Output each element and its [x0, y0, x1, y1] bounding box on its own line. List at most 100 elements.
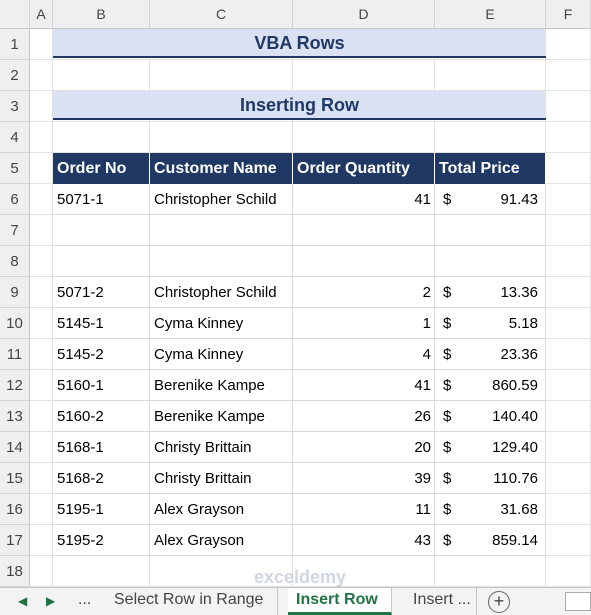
table-cell-border [293, 215, 435, 246]
column-header[interactable]: A [30, 0, 53, 29]
nav-prev[interactable]: ◀ [18, 594, 28, 608]
currency-symbol: $ [443, 346, 452, 363]
row-header[interactable]: 9 [0, 277, 30, 308]
table-cell-border [150, 184, 293, 215]
row-header[interactable]: 15 [0, 463, 30, 494]
cell [30, 122, 53, 153]
table-cell-border [53, 184, 150, 215]
column-header[interactable]: F [546, 0, 591, 29]
add-sheet[interactable]: + [488, 591, 510, 613]
total-price: 860.59 [492, 377, 538, 394]
customer-name: Cyma Kinney [154, 315, 244, 332]
table-cell-border [150, 463, 293, 494]
table-cell-border [435, 215, 546, 246]
nav-next[interactable]: ▶ [46, 594, 56, 608]
total-price: 110.76 [493, 470, 538, 487]
order-quantity: 41 [414, 191, 431, 208]
customer-name: Christy Brittain [154, 470, 252, 487]
column-header[interactable]: D [293, 0, 435, 29]
row-header[interactable]: 16 [0, 494, 30, 525]
currency-symbol: $ [443, 470, 452, 487]
currency-symbol: $ [443, 284, 452, 301]
table-cell-border [293, 525, 435, 556]
table-cell-border [150, 215, 293, 246]
cell [30, 556, 53, 587]
table-cell-border [150, 432, 293, 463]
order-quantity: 41 [414, 377, 431, 394]
table-cell-border [293, 339, 435, 370]
order-no: 5195-1 [57, 501, 104, 518]
watermark: exceldemy [254, 567, 347, 587]
row-header[interactable]: 12 [0, 370, 30, 401]
table-cell-border [293, 463, 435, 494]
row-header[interactable]: 2 [0, 60, 30, 91]
cell [30, 432, 53, 463]
row-header[interactable]: 11 [0, 339, 30, 370]
cell [30, 370, 53, 401]
row-header[interactable]: 13 [0, 401, 30, 432]
table-cell-border [150, 339, 293, 370]
row-header[interactable]: 6 [0, 184, 30, 215]
row-header[interactable]: 1 [0, 29, 30, 60]
order-no: 5168-1 [57, 439, 104, 456]
sheet-tab[interactable]: Insert Row [288, 588, 392, 615]
cell [30, 153, 53, 184]
cell [546, 525, 591, 556]
table-cell-border [435, 432, 546, 463]
row-header[interactable]: 18 [0, 556, 30, 587]
total-price: 140.40 [492, 408, 538, 425]
order-quantity: 1 [422, 315, 431, 332]
table-cell-border [293, 401, 435, 432]
row-header[interactable]: 10 [0, 308, 30, 339]
scrollbar[interactable] [565, 592, 591, 611]
total-price: 859.14 [492, 532, 538, 549]
cell [546, 556, 591, 587]
table-cell-border [53, 277, 150, 308]
table-cell-border [150, 401, 293, 432]
table-cell-border [293, 184, 435, 215]
currency-symbol: $ [443, 191, 452, 208]
customer-name: Christopher Schild [154, 191, 277, 208]
total-price: 31.68 [500, 501, 538, 518]
cell [30, 525, 53, 556]
row-header[interactable]: 3 [0, 91, 30, 122]
table-cell-border [53, 339, 150, 370]
cell [546, 432, 591, 463]
sheet-tab[interactable]: Select Row in Range [106, 588, 278, 615]
cell [546, 60, 591, 91]
table-cell-border [435, 246, 546, 277]
row-header[interactable]: 5 [0, 153, 30, 184]
sheet-tab[interactable]: Insert ... [405, 588, 477, 615]
subtitle: Inserting Row [53, 91, 546, 120]
table-cell-border [150, 277, 293, 308]
cell [30, 215, 53, 246]
cell [546, 29, 591, 60]
column-header[interactable]: B [53, 0, 150, 29]
table-cell-border [435, 370, 546, 401]
cell [435, 60, 546, 91]
column-header[interactable]: E [435, 0, 546, 29]
cell [150, 60, 293, 91]
cell [30, 401, 53, 432]
row-header[interactable]: 4 [0, 122, 30, 153]
table-cell-border [53, 215, 150, 246]
table-header: Order Quantity [293, 153, 435, 184]
cell [546, 215, 591, 246]
cell [30, 29, 53, 60]
table-cell-border [435, 308, 546, 339]
row-header[interactable]: 14 [0, 432, 30, 463]
row-header[interactable]: 17 [0, 525, 30, 556]
cell [435, 556, 546, 587]
table-cell-border [53, 308, 150, 339]
cell [30, 463, 53, 494]
cell [30, 308, 53, 339]
column-header[interactable]: C [150, 0, 293, 29]
order-no: 5145-2 [57, 346, 104, 363]
table-cell-border [293, 494, 435, 525]
row-header[interactable]: 7 [0, 215, 30, 246]
order-no: 5071-2 [57, 284, 104, 301]
tab-more[interactable]: ... [78, 591, 92, 608]
order-quantity: 2 [422, 284, 431, 301]
row-header[interactable]: 8 [0, 246, 30, 277]
